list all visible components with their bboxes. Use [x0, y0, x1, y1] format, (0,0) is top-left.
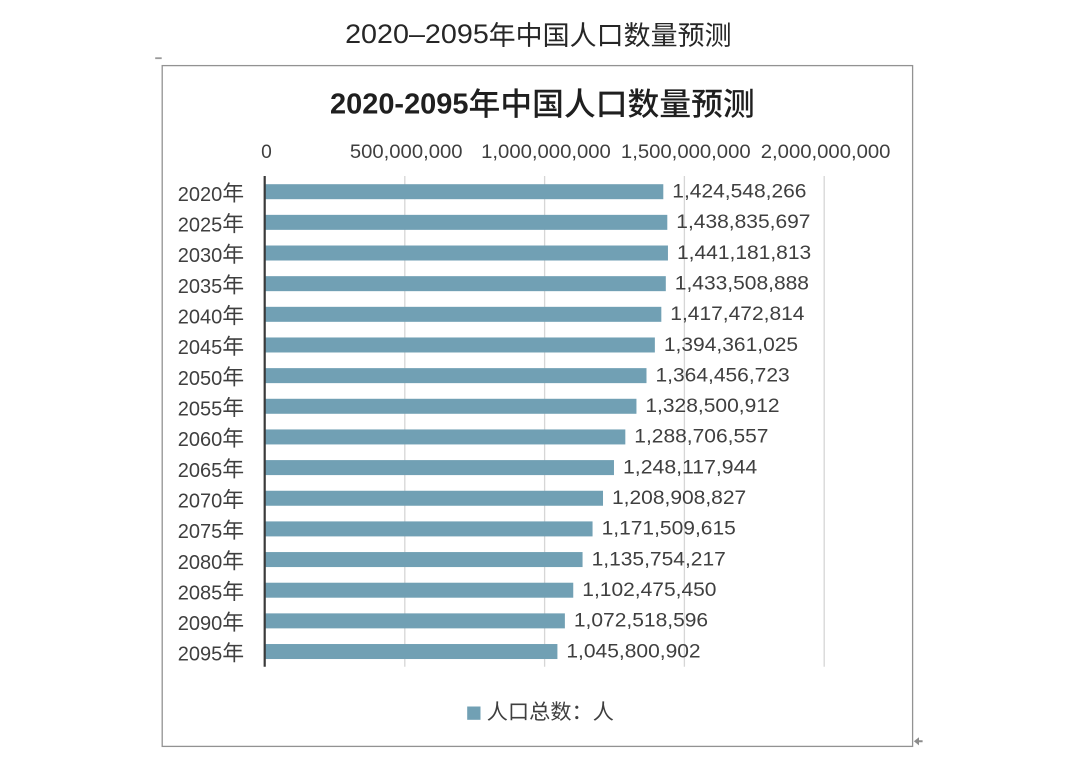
- svg-text:1,417,472,814: 1,417,472,814: [670, 304, 805, 325]
- svg-text:1,102,475,450: 1,102,475,450: [582, 580, 716, 601]
- svg-text:2,000,000,000: 2,000,000,000: [761, 142, 891, 163]
- svg-text:1,171,509,615: 1,171,509,615: [602, 519, 736, 540]
- svg-text:1,433,508,888: 1,433,508,888: [675, 273, 809, 294]
- svg-text:0: 0: [261, 142, 272, 163]
- svg-text:2030: 2030: [178, 245, 223, 267]
- svg-text:1,288,706,557: 1,288,706,557: [634, 427, 768, 448]
- svg-text:1,438,835,697: 1,438,835,697: [676, 212, 810, 233]
- svg-text:2090: 2090: [178, 613, 223, 635]
- svg-text:1,364,456,723: 1,364,456,723: [656, 365, 790, 386]
- svg-text:1,441,181,813: 1,441,181,813: [677, 243, 811, 264]
- svg-text:500,000,000: 500,000,000: [350, 142, 463, 163]
- svg-text:2040: 2040: [178, 307, 223, 329]
- svg-text:2075: 2075: [178, 521, 223, 543]
- svg-text:2020–2095: 2020–2095: [345, 19, 489, 49]
- svg-text:2020-2095: 2020-2095: [330, 88, 469, 120]
- svg-text:2050: 2050: [178, 368, 223, 390]
- svg-text:2025: 2025: [178, 215, 223, 237]
- svg-text:1,208,908,827: 1,208,908,827: [612, 488, 746, 509]
- svg-text:2070: 2070: [178, 490, 223, 512]
- svg-text:2035: 2035: [178, 276, 223, 298]
- svg-text:1,000,000,000: 1,000,000,000: [481, 142, 611, 163]
- svg-text:1,045,800,902: 1,045,800,902: [566, 641, 700, 662]
- svg-text:2085: 2085: [178, 582, 223, 604]
- svg-text:1,500,000,000: 1,500,000,000: [621, 142, 751, 163]
- svg-text:1,135,754,217: 1,135,754,217: [592, 549, 726, 570]
- svg-text:1,424,548,266: 1,424,548,266: [672, 182, 806, 203]
- svg-text:1,072,518,596: 1,072,518,596: [574, 611, 708, 632]
- svg-text:2095: 2095: [178, 644, 223, 666]
- svg-text:2055: 2055: [178, 398, 223, 420]
- svg-text:2060: 2060: [178, 429, 223, 451]
- svg-text:2020: 2020: [178, 184, 223, 206]
- svg-text:2065: 2065: [178, 460, 223, 482]
- svg-text:2080: 2080: [178, 552, 223, 574]
- svg-text:1,328,500,912: 1,328,500,912: [645, 396, 779, 417]
- svg-text:1,394,361,025: 1,394,361,025: [664, 335, 798, 356]
- svg-text:1,248,117,944: 1,248,117,944: [623, 457, 758, 478]
- svg-text:2045: 2045: [178, 337, 223, 359]
